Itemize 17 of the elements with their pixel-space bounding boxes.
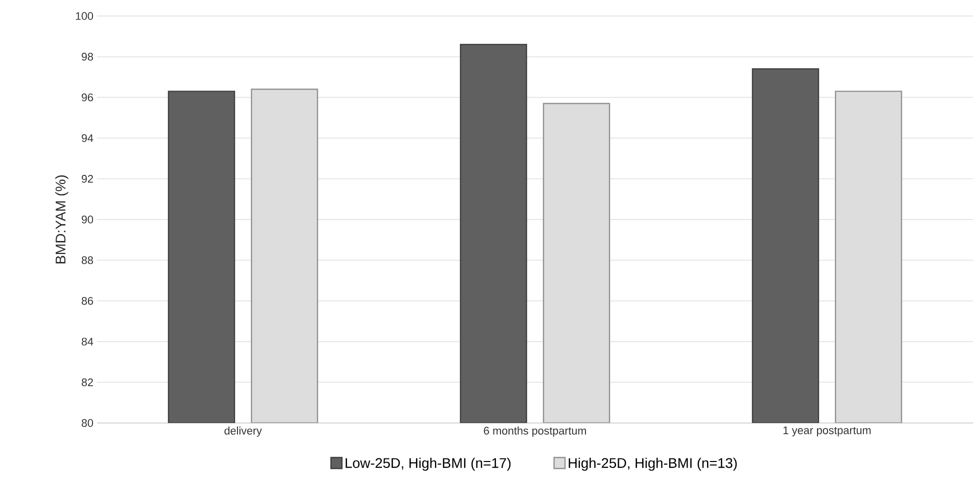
- y-tick-label: 84: [82, 338, 94, 346]
- y-tick-label: 90: [82, 216, 94, 224]
- y-tick-label: 92: [82, 174, 93, 183]
- y-tick-label: 100: [76, 12, 94, 20]
- y-tick-label: 96: [82, 93, 94, 102]
- y-tick-label: 98: [82, 52, 94, 61]
- x-tick-label: 6 months postpartum: [484, 426, 586, 437]
- legend-label: Low-25D, High-BMI (n=17): [346, 458, 511, 471]
- y-axis-title: BMD:YAM (%): [55, 175, 68, 264]
- y-tick-label: 80: [82, 419, 94, 427]
- x-tick-label: delivery: [224, 426, 262, 437]
- y-tick-label: 88: [82, 256, 94, 264]
- x-tick-label: 1 year postpartum: [784, 426, 871, 436]
- y-tick-label: 82: [82, 378, 93, 386]
- y-tick-label: 94: [82, 134, 94, 142]
- y-tick-label: 86: [82, 297, 94, 305]
- legend-label: High-25D, High-BMI (n=13): [568, 458, 737, 471]
